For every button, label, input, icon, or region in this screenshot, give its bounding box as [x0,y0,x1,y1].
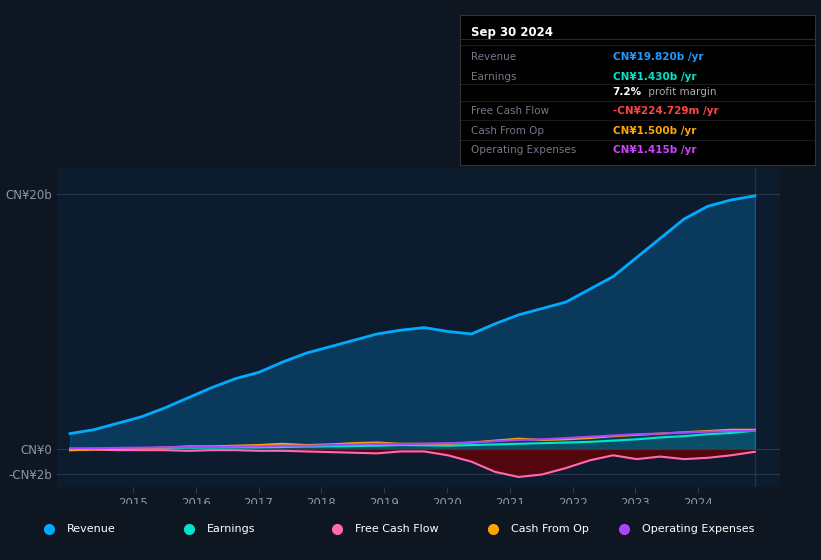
Text: CN¥1.430b /yr: CN¥1.430b /yr [612,72,696,82]
Text: Revenue: Revenue [470,52,516,62]
Text: CN¥1.500b /yr: CN¥1.500b /yr [612,125,696,136]
Text: profit margin: profit margin [644,86,716,96]
Text: Free Cash Flow: Free Cash Flow [355,524,438,534]
Text: Cash From Op: Cash From Op [470,125,544,136]
Text: CN¥1.415b /yr: CN¥1.415b /yr [612,145,696,155]
Text: Operating Expenses: Operating Expenses [642,524,754,534]
Text: CN¥19.820b /yr: CN¥19.820b /yr [612,52,703,62]
Text: Cash From Op: Cash From Op [511,524,589,534]
Text: Operating Expenses: Operating Expenses [470,145,576,155]
Text: 7.2%: 7.2% [612,86,642,96]
Text: Earnings: Earnings [207,524,255,534]
Text: Earnings: Earnings [470,72,516,82]
Text: Revenue: Revenue [67,524,116,534]
Text: -CN¥224.729m /yr: -CN¥224.729m /yr [612,106,718,116]
Text: Free Cash Flow: Free Cash Flow [470,106,548,116]
Text: Sep 30 2024: Sep 30 2024 [470,26,553,39]
